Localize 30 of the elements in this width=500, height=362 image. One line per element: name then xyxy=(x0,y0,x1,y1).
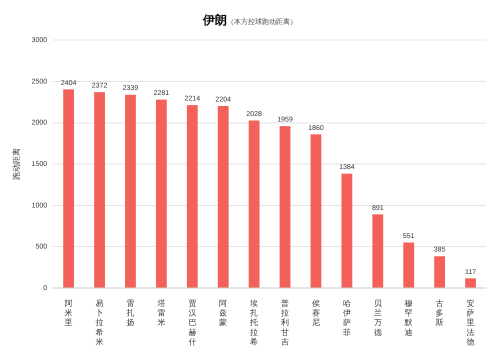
x-tick-label: 古多斯 xyxy=(436,299,444,328)
chart-title: 伊朗 xyxy=(203,13,227,27)
bar xyxy=(434,256,446,288)
bar xyxy=(465,278,476,288)
x-tick-label: 安萨里法德 xyxy=(466,299,475,346)
x-tick-label: 贝兰万德 xyxy=(374,299,382,337)
bar xyxy=(341,174,352,288)
x-tick-label: 普拉利甘吉 xyxy=(281,299,290,346)
y-axis-title: 跑动距离 xyxy=(12,148,22,180)
bar xyxy=(186,105,198,288)
bar xyxy=(248,120,260,288)
bar xyxy=(372,214,384,288)
x-tick-label: 雷扎扬 xyxy=(126,299,134,328)
x-tick-label: 阿米里 xyxy=(64,299,73,328)
bar xyxy=(310,134,322,288)
x-tick-label: 易卜拉希米 xyxy=(96,299,104,346)
x-tick-label: 埃扎托拉希 xyxy=(249,299,258,346)
bar xyxy=(403,242,414,288)
x-tick-label: 贾汉巴赫什 xyxy=(188,299,196,346)
bar xyxy=(94,92,105,288)
x-tick-label: 阿兹蒙 xyxy=(219,299,228,328)
bar xyxy=(218,106,229,288)
bar xyxy=(125,94,136,288)
x-tick-label: 哈伊萨菲 xyxy=(342,299,351,337)
bar xyxy=(63,89,74,288)
x-tick-label: 穆罕默迪 xyxy=(404,299,413,337)
x-tick-label: 侯赛尼 xyxy=(312,299,320,328)
bar xyxy=(280,126,290,288)
x-tick-label: 塔雷米 xyxy=(156,299,166,328)
bar xyxy=(156,100,167,288)
